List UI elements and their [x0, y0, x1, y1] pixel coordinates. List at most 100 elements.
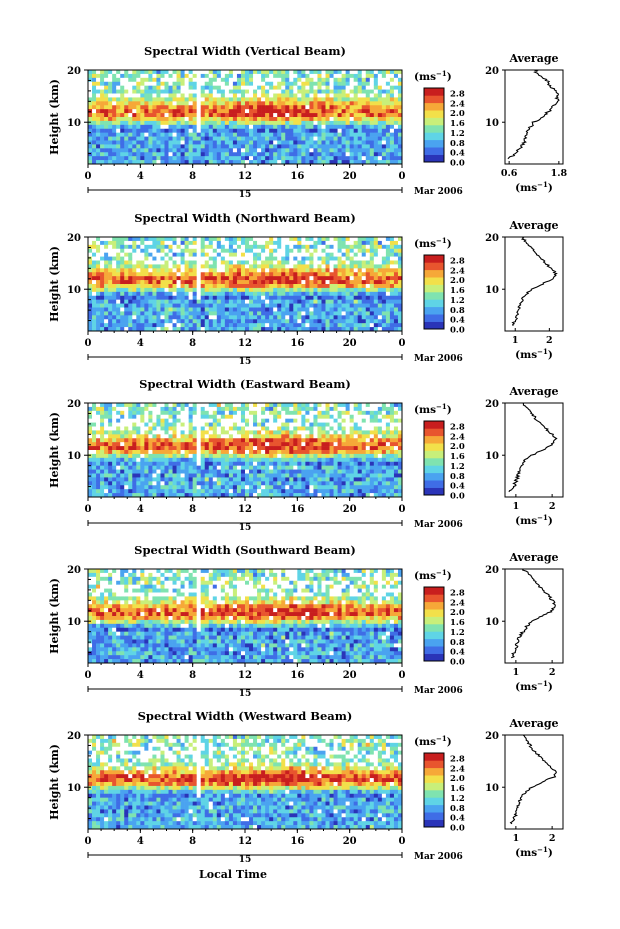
heatmap-cell [136, 97, 141, 102]
heatmap-cell [188, 148, 193, 153]
heatmap-cell [289, 156, 294, 161]
heatmap-cell [393, 319, 399, 324]
heatmap-cell [88, 489, 93, 494]
heatmap-cell [301, 284, 306, 289]
heatmap-cell [112, 307, 117, 312]
heatmap-cell [377, 97, 383, 102]
heatmap-cell [132, 81, 137, 86]
heatmap-cell [144, 240, 149, 246]
heatmap-cell [120, 81, 125, 86]
heatmap-cell [180, 280, 185, 285]
heatmap-cell [176, 319, 181, 324]
heatmap-cell [192, 284, 197, 289]
heatmap-cell [112, 418, 117, 423]
heatmap-cell [253, 93, 258, 98]
heatmap-cell [152, 446, 157, 451]
heatmap-cell [393, 237, 399, 242]
heatmap-cell [136, 140, 141, 145]
heatmap-cell [172, 109, 177, 114]
heatmap-cell [188, 248, 193, 253]
heatmap-cell [132, 237, 137, 242]
heatmap-cell [365, 280, 371, 285]
heatmap-cell [100, 105, 105, 110]
heatmap-cell [333, 276, 338, 281]
heatmap-cell [305, 327, 310, 332]
heatmap-cell [136, 426, 141, 431]
heatmap-cell [216, 493, 222, 498]
heatmap-cell [301, 268, 306, 273]
heatmap-cell [297, 315, 302, 320]
heatmap-cell [228, 124, 234, 130]
heatmap-cell [281, 256, 286, 261]
heatmap-cell [140, 252, 145, 257]
heatmap-cell [112, 132, 117, 137]
heatmap-cell [297, 287, 302, 293]
heatmap-cell [164, 406, 169, 412]
heatmap-cell [212, 473, 218, 478]
heatmap-cell [228, 284, 234, 289]
heatmap-cell [236, 152, 242, 157]
heatmap-cell [208, 73, 214, 79]
heatmap-cell [140, 291, 145, 297]
heatmap-cell [120, 152, 125, 157]
heatmap-cell [273, 319, 278, 324]
heatmap-cell [329, 105, 334, 110]
heatmap-cell [232, 148, 238, 153]
heatmap-cell [168, 97, 173, 102]
heatmap-cell [200, 124, 206, 130]
heatmap-cell [232, 156, 238, 161]
heatmap-cell [301, 244, 306, 250]
heatmap-cell [212, 85, 218, 90]
heatmap-cell [397, 319, 403, 324]
heatmap-cell [124, 469, 129, 474]
heatmap-cell [184, 493, 189, 498]
heatmap-cell [140, 280, 145, 285]
heatmap-cell [337, 287, 342, 293]
heatmap-cell [257, 128, 262, 133]
heatmap-cell [156, 70, 161, 75]
heatmap-cell [345, 85, 350, 90]
heatmap-cell [257, 268, 262, 273]
heatmap-cell [385, 323, 391, 328]
heatmap-cell [144, 73, 149, 79]
heatmap-cell [212, 128, 218, 133]
heatmap-cell [273, 327, 278, 332]
heatmap-cell [269, 244, 274, 250]
heatmap-cell [232, 128, 238, 133]
heatmap-cell [349, 117, 354, 122]
heatmap-cell [397, 77, 403, 83]
heatmap-cell [136, 485, 141, 490]
heatmap-cell [232, 477, 238, 482]
heatmap-cell [236, 113, 242, 118]
heatmap-cell [144, 422, 149, 427]
heatmap-cell [180, 272, 185, 277]
heatmap-cell [120, 307, 125, 312]
heatmap-cell [393, 272, 399, 277]
heatmap-cell [377, 237, 383, 242]
heatmap-cell [385, 280, 391, 285]
heatmap-cell [393, 287, 399, 293]
heatmap-cell [325, 295, 330, 300]
heatmap-cell [220, 148, 226, 153]
heatmap-cell [88, 434, 93, 439]
heatmap-cell [88, 128, 93, 133]
heatmap-cell [305, 89, 310, 94]
heatmap-cell [257, 422, 262, 427]
heatmap-cell [176, 315, 181, 320]
heatmap-cell [196, 291, 202, 297]
heatmap-cell [249, 453, 254, 459]
heatmap-cell [112, 284, 117, 289]
heatmap-cell [341, 240, 346, 246]
heatmap-cell [389, 117, 395, 122]
heatmap-cell [192, 438, 197, 443]
heatmap-cell [377, 291, 383, 297]
heatmap-cell [317, 264, 322, 269]
heatmap-cell [160, 307, 165, 312]
heatmap-cell [156, 160, 161, 165]
heatmap-cell [128, 442, 133, 447]
heatmap-cell [92, 461, 97, 466]
heatmap-cell [144, 446, 149, 451]
heatmap-cell [393, 148, 399, 153]
heatmap-cell [212, 442, 218, 447]
heatmap-cell [100, 410, 105, 416]
